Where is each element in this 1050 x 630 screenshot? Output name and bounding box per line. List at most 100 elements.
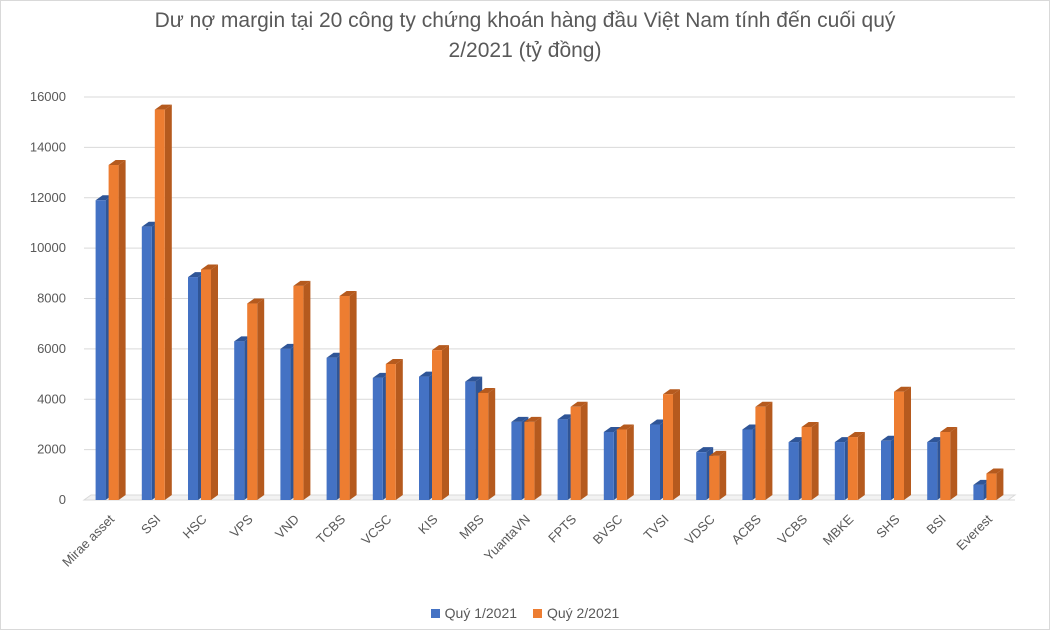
bar <box>247 303 258 500</box>
legend-item-q1: Quý 1/2021 <box>430 605 518 621</box>
x-tick-label: SSI <box>138 512 163 537</box>
bar-top <box>141 221 159 227</box>
bar-top <box>432 345 449 351</box>
bar-top <box>419 371 436 377</box>
x-tick-label: KIS <box>415 511 441 537</box>
bar-top <box>616 424 634 430</box>
bar <box>108 165 119 500</box>
x-tick-label: Everest <box>953 511 995 553</box>
legend-swatch-q2 <box>532 609 542 618</box>
bar-top <box>154 104 172 110</box>
bar-side <box>857 432 865 500</box>
bar <box>141 226 152 500</box>
bar <box>986 473 997 500</box>
bar-side <box>211 264 218 500</box>
x-tick-label: TVSI <box>641 512 672 543</box>
x-tick-label: FPTS <box>545 511 579 545</box>
bar-top <box>709 450 727 456</box>
bar <box>432 350 442 500</box>
legend-label-q1: Quý 1/2021 <box>444 605 518 621</box>
chart-title-line-2: 2/2021 (tỷ đồng) <box>448 39 602 62</box>
y-tick-label: 10000 <box>30 240 66 255</box>
bar-side <box>257 298 265 500</box>
x-tick-label: YuantaVN <box>481 512 533 564</box>
bar <box>326 357 337 500</box>
bar <box>755 406 766 500</box>
bar <box>742 429 753 500</box>
bar-side <box>442 345 449 500</box>
x-tick-label: MBKE <box>820 511 857 548</box>
bar-side <box>164 104 172 500</box>
x-tick-label: BSI <box>923 512 948 537</box>
bar <box>524 421 535 500</box>
bar-side <box>904 386 911 500</box>
bar-side <box>349 290 357 500</box>
bar-side <box>626 424 634 500</box>
chart-floor <box>82 494 1017 501</box>
bar-top <box>234 336 252 342</box>
bar <box>834 442 845 500</box>
bar <box>95 200 106 501</box>
bar-top <box>940 426 958 432</box>
bar <box>465 381 476 500</box>
bar-top <box>788 437 806 443</box>
bar-top <box>511 416 529 422</box>
bar-top <box>478 387 496 393</box>
bar <box>511 421 522 500</box>
bar <box>650 424 660 500</box>
bar <box>847 437 858 500</box>
bar <box>188 277 198 500</box>
bar-top <box>927 437 945 443</box>
bar <box>419 376 429 500</box>
bar-side <box>950 426 958 500</box>
bar-top <box>696 447 714 453</box>
bar-top <box>385 358 403 364</box>
bar-side <box>811 421 819 500</box>
x-tick-label: Mirae asset <box>59 511 117 569</box>
bar-top <box>326 352 344 358</box>
bar-top <box>95 195 113 201</box>
bar <box>894 391 904 500</box>
bar-top <box>801 421 819 427</box>
y-tick-label: 4000 <box>37 391 66 406</box>
legend-swatch-q1 <box>430 609 440 618</box>
bar <box>478 392 489 500</box>
x-tick-label: SHS <box>873 511 903 541</box>
bar <box>616 429 627 500</box>
y-tick-label: 6000 <box>37 341 66 356</box>
bar-top <box>247 298 265 304</box>
bar <box>385 363 396 500</box>
chart-title-line-1: Dư nợ margin tại 20 công ty chứng khoán … <box>154 9 896 32</box>
bar <box>372 377 383 500</box>
y-tick-label: 16000 <box>30 89 66 104</box>
bar-top <box>570 401 588 407</box>
legend: Quý 1/2021 Quý 2/2021 <box>0 605 1050 621</box>
x-tick-label: TCBS <box>313 511 348 546</box>
bar <box>154 109 165 500</box>
bar-top <box>742 424 760 430</box>
x-tick-label: BVSC <box>590 512 626 548</box>
x-tick-label: VCSC <box>358 512 394 548</box>
bar-top <box>372 372 390 378</box>
x-tick-label: MBS <box>456 511 487 542</box>
bar-top <box>973 479 991 485</box>
bar <box>339 295 350 500</box>
x-tick-label: VDSC <box>682 512 718 548</box>
bar-top <box>188 272 205 278</box>
bar <box>570 406 581 500</box>
bar-top <box>847 432 865 438</box>
bar <box>557 419 568 500</box>
y-tick-label: 14000 <box>30 139 66 154</box>
bar-top <box>650 419 667 425</box>
y-tick-label: 0 <box>59 492 66 507</box>
x-tick-label: VND <box>272 512 302 542</box>
bar <box>881 440 891 500</box>
bar <box>927 442 938 500</box>
bar-top <box>280 343 298 349</box>
legend-item-q2: Quý 2/2021 <box>532 605 619 621</box>
bar-top <box>881 435 898 441</box>
bar-side <box>719 450 727 500</box>
bar-top <box>986 468 1004 474</box>
